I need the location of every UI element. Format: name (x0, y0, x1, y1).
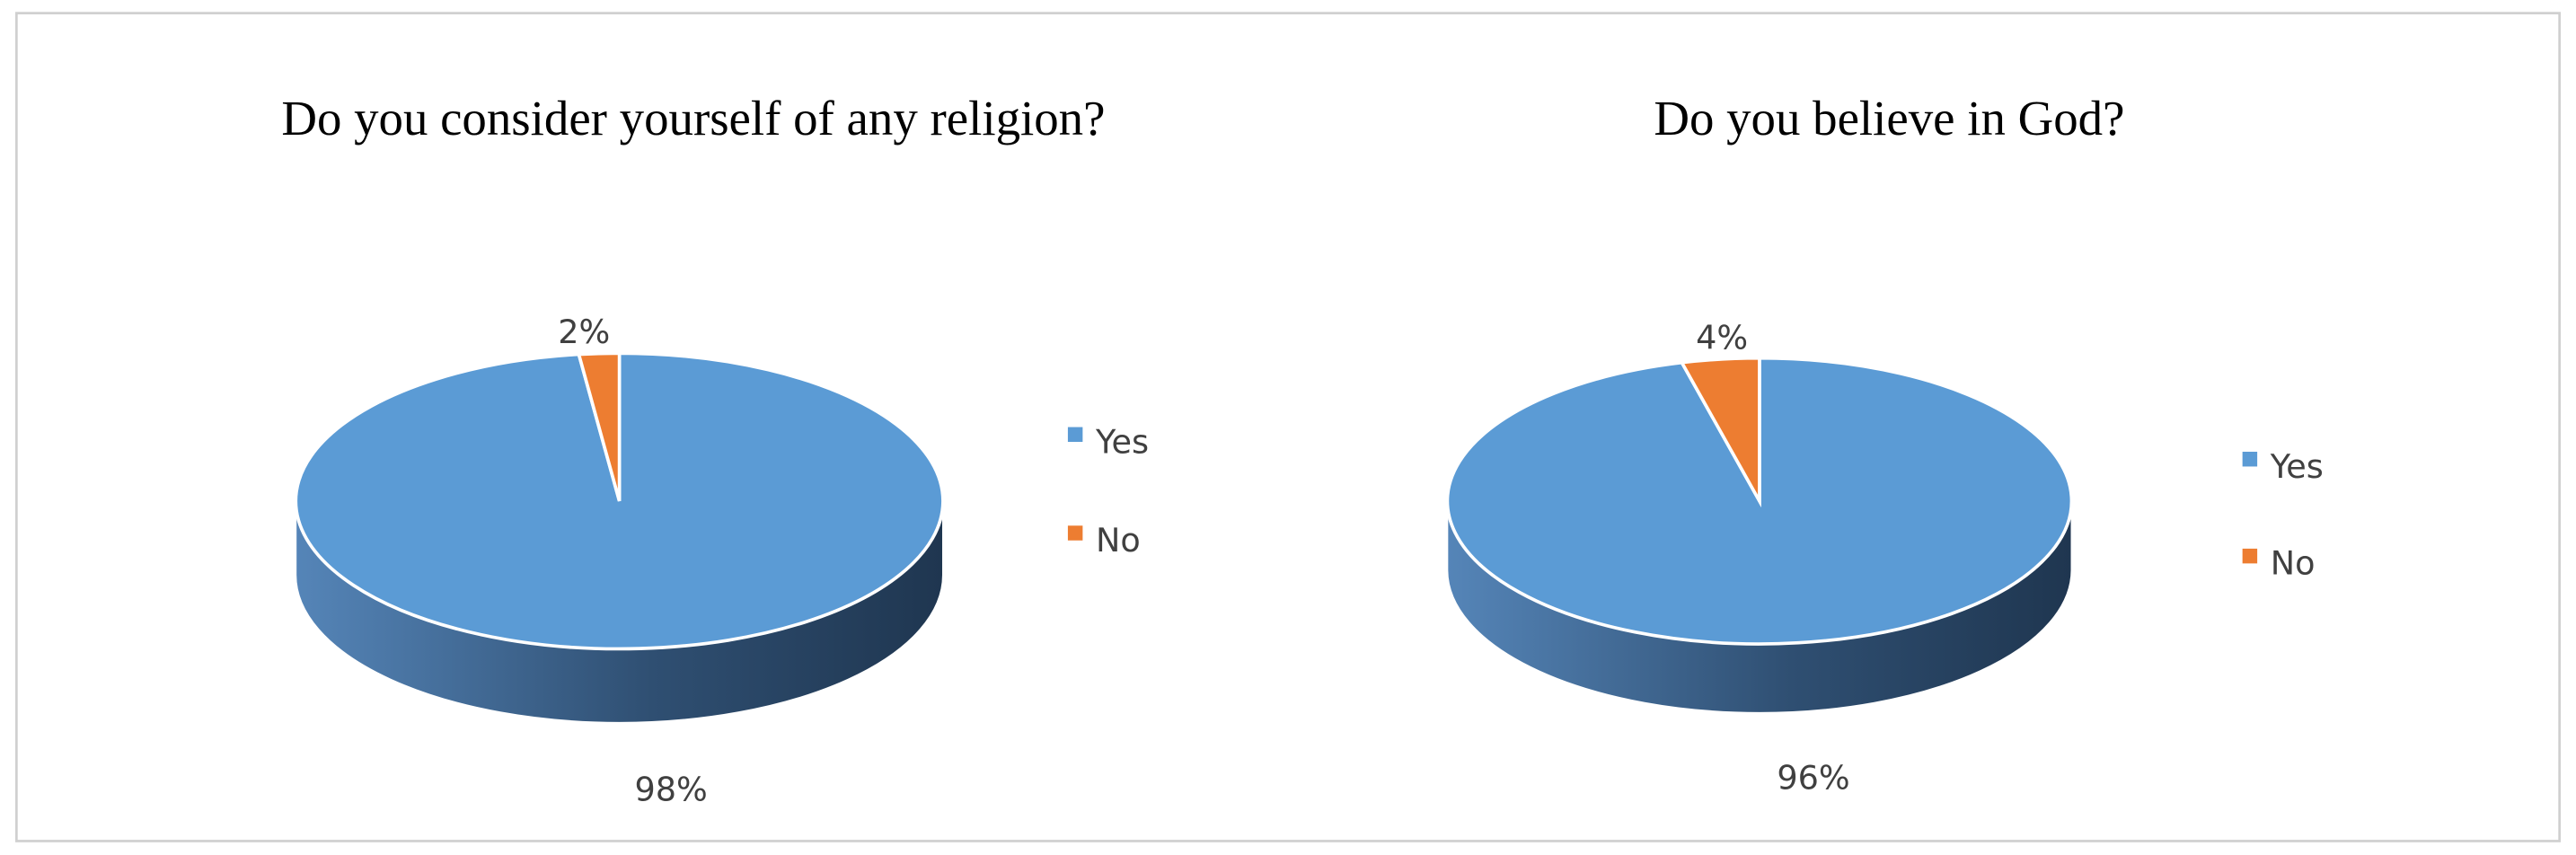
data-label: 96% (1777, 759, 1849, 798)
legend-marker (2242, 451, 2258, 467)
pie-slice (1679, 356, 1761, 507)
legend-label: No (2271, 544, 2316, 583)
pie-slice (577, 351, 622, 502)
data-label: 2% (558, 313, 610, 351)
data-label: 98% (635, 770, 708, 808)
data-label: 4% (1696, 319, 1748, 357)
chart-title: Do you believe in God? (1654, 91, 2124, 145)
legend-marker (1067, 427, 1083, 443)
chart-title: Do you consider yourself of any religion… (281, 91, 1105, 145)
legend-marker (2242, 548, 2258, 564)
legend-label: Yes (1095, 422, 1149, 461)
legend-label: No (1096, 521, 1141, 560)
legend-marker (1067, 525, 1083, 541)
legend-label: Yes (2270, 447, 2324, 486)
